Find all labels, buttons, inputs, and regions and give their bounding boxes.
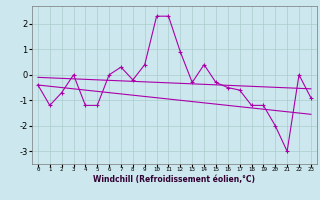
X-axis label: Windchill (Refroidissement éolien,°C): Windchill (Refroidissement éolien,°C) — [93, 175, 255, 184]
